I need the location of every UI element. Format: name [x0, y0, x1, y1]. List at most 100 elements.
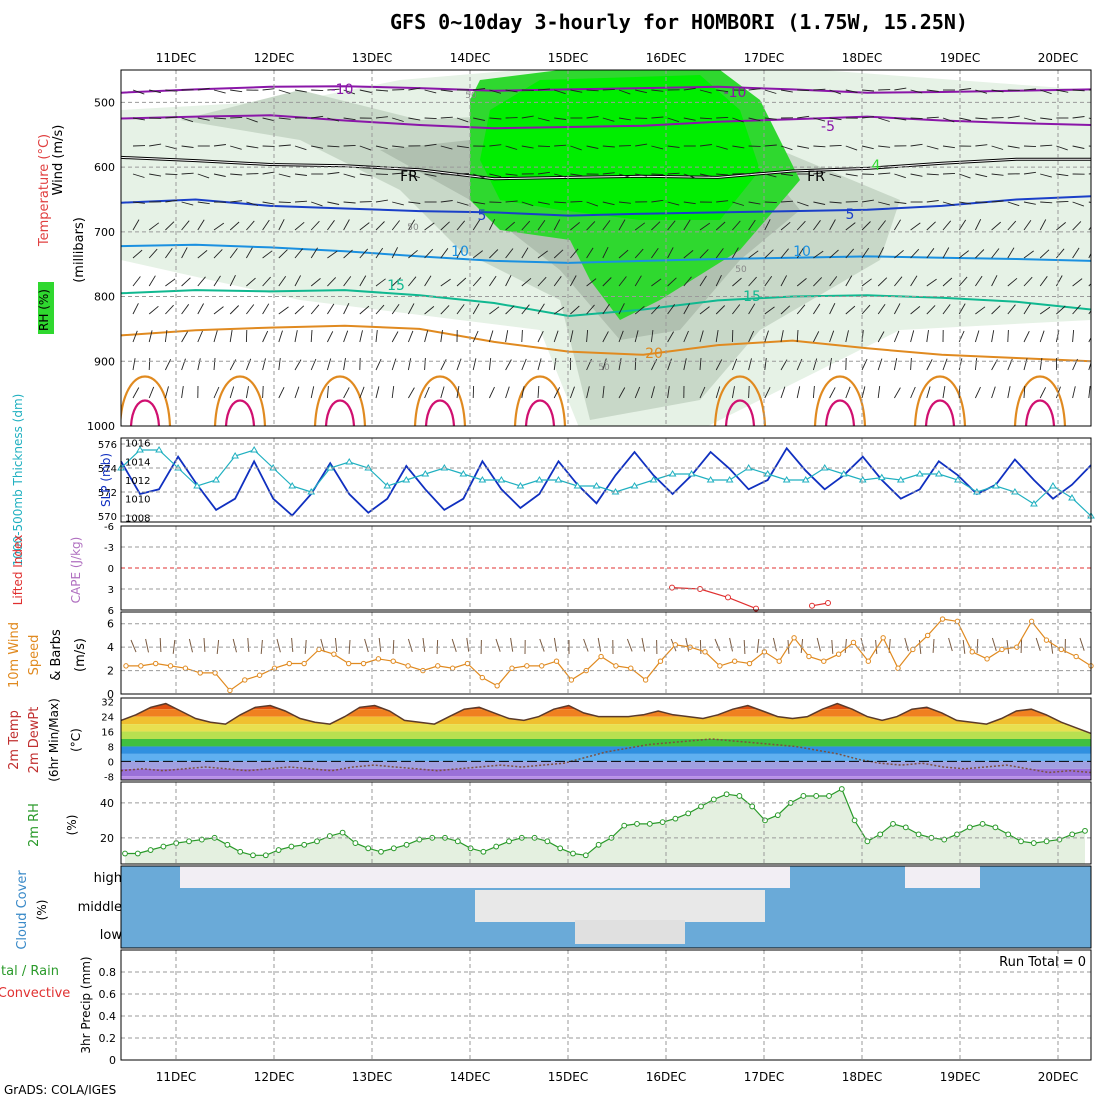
contour-FR-core — [121, 156, 1091, 180]
wind-barb — [1023, 276, 1033, 287]
wind-barb — [570, 275, 577, 287]
wind-barb — [926, 330, 929, 343]
wind-barb — [959, 117, 971, 121]
wind-barb — [602, 172, 615, 175]
rh2m-marker — [621, 822, 628, 829]
thickness-marker — [516, 482, 525, 489]
cloud-low-clear — [575, 920, 685, 944]
wind-barb — [926, 305, 936, 315]
wind-barb — [829, 89, 842, 95]
panel-frame-precip — [120, 949, 1092, 1061]
wind-barb — [748, 385, 750, 399]
contour-label: 50 — [407, 223, 419, 233]
wind-barb — [294, 173, 307, 176]
wind-barb — [926, 278, 937, 287]
rh2m-marker — [710, 796, 717, 803]
wind-barb — [618, 173, 631, 178]
wind-barb — [780, 200, 794, 203]
rh2m-marker — [685, 810, 692, 817]
wind-barb — [197, 201, 210, 205]
thickness-marker — [288, 482, 297, 489]
wind10m-barb — [291, 637, 294, 652]
wind-barb — [456, 117, 469, 123]
wind-barb — [408, 249, 418, 259]
contour-label: 15 — [387, 278, 405, 294]
wind-barb — [586, 89, 599, 92]
wind-speed-marker — [286, 660, 293, 667]
wind-barb — [845, 173, 858, 177]
wind-barb — [829, 117, 842, 121]
wind-barb — [375, 221, 385, 231]
wind-barb — [731, 386, 735, 399]
wind-barb — [942, 386, 946, 399]
wind10m-barb — [1035, 637, 1041, 651]
wind-barb — [699, 306, 710, 315]
rh2m-marker — [467, 845, 474, 852]
wind-barb — [424, 222, 435, 231]
wind-barb — [878, 145, 891, 148]
wind-barb — [505, 330, 509, 343]
wind-barb — [1023, 171, 1036, 175]
wind-barb — [149, 89, 162, 94]
wind-barb — [521, 247, 529, 259]
wind-barb — [683, 358, 687, 371]
wind-barb — [1039, 249, 1050, 259]
wind10m-barb — [364, 638, 369, 653]
contour-label: 5 — [846, 207, 855, 223]
wind-barb — [521, 277, 532, 287]
axis-label-rh-units: (%) — [65, 815, 79, 836]
wind10m-barb — [685, 637, 690, 652]
wind-barb — [197, 358, 201, 371]
wind-barb — [780, 221, 791, 231]
wind-barb — [959, 173, 971, 179]
wind-barb — [197, 173, 210, 179]
wind-barb — [1072, 116, 1085, 119]
wind-barb — [1007, 220, 1017, 231]
wind10m-barb — [407, 638, 413, 653]
contour-30-lobe — [1024, 399, 1056, 426]
temp-2m-line — [120, 702, 1092, 735]
wind-barb — [553, 330, 559, 343]
wind-speed-marker — [895, 665, 901, 671]
li-tick-label: 6 — [108, 606, 114, 617]
wind-barb — [910, 248, 920, 259]
wind-barb — [473, 117, 485, 121]
wind-barb — [537, 250, 548, 259]
contour-30-lobe — [824, 399, 856, 426]
wind-barb — [618, 219, 626, 231]
wind-barb — [618, 358, 622, 371]
wind-barb — [958, 250, 969, 259]
wind-barb — [359, 145, 372, 151]
wind-barb — [1056, 222, 1066, 231]
wind-barb — [910, 173, 923, 177]
axis-label-cape: CAPE (J/kg) — [69, 537, 83, 604]
wind-barb — [181, 247, 188, 259]
wind-barb — [132, 330, 138, 343]
wind-barb — [149, 143, 162, 147]
wind-barb — [553, 276, 562, 287]
wind-barb — [796, 329, 799, 343]
wind-barb — [618, 249, 629, 259]
wind-barb — [213, 386, 220, 399]
wind-barb — [311, 115, 324, 119]
cloud-row-label-high: high — [94, 871, 122, 886]
temp-tick-label: 0 — [108, 757, 114, 768]
temp-band — [121, 724, 1091, 732]
wind-barb — [181, 220, 190, 231]
wind-speed-marker — [479, 674, 486, 681]
contour-30-lobe — [324, 399, 356, 426]
wind-barb — [489, 249, 499, 259]
rh2m-marker — [634, 820, 640, 827]
wind-barb — [327, 172, 340, 175]
wind-barb — [391, 247, 399, 259]
wind-barb — [375, 278, 386, 287]
wind-barb — [797, 115, 810, 119]
wind-barb — [569, 330, 574, 343]
thickness-marker — [383, 482, 392, 489]
wind-barb — [148, 222, 160, 231]
wind-barb — [715, 330, 719, 343]
run-total-label: Run Total = 0 — [999, 955, 1086, 970]
wind-speed-marker — [939, 616, 946, 622]
wind-barb — [181, 304, 190, 315]
wind-barb — [699, 222, 711, 231]
